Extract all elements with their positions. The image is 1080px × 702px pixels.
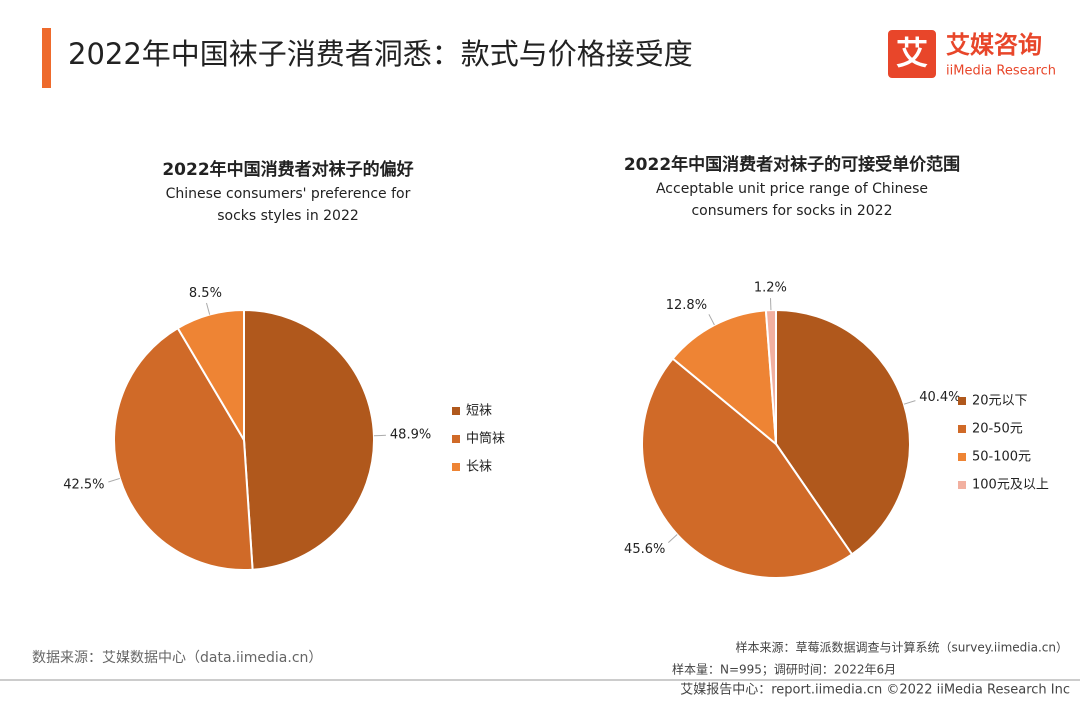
chart-subtitle: Acceptable unit price range of Chinese bbox=[656, 181, 928, 197]
legend-label: 20-50元 bbox=[972, 422, 1023, 437]
chart-subtitle: Chinese consumers' preference for bbox=[166, 186, 411, 202]
pie-slice bbox=[113, 326, 254, 571]
data-label: 1.2% bbox=[754, 281, 787, 296]
legend-swatch bbox=[452, 435, 460, 443]
pie-slice bbox=[775, 308, 911, 556]
data-label: 48.9% bbox=[390, 427, 431, 442]
copyright: 艾媒报告中心：report.iimedia.cn ©2022 iiMedia R… bbox=[680, 683, 1070, 698]
data-label: 45.6% bbox=[624, 542, 665, 557]
legend-label: 50-100元 bbox=[972, 450, 1031, 465]
chart-title: 2022年中国消费者对袜子的偏好 bbox=[162, 159, 413, 180]
leader-line bbox=[708, 314, 715, 326]
data-label: 40.4% bbox=[919, 390, 960, 405]
legend-swatch bbox=[452, 463, 460, 471]
page-title: 2022年中国袜子消费者洞悉：款式与价格接受度 bbox=[68, 37, 693, 71]
legend-label: 100元及以上 bbox=[972, 478, 1049, 493]
legend-label: 中筒袜 bbox=[466, 431, 505, 447]
title-bar bbox=[42, 28, 51, 88]
data-label: 42.5% bbox=[63, 477, 104, 492]
chart-subtitle: consumers for socks in 2022 bbox=[691, 203, 892, 219]
legend-label: 20元以下 bbox=[972, 394, 1028, 409]
sample-source: 样本来源：草莓派数据调查与计算系统（survey.iimedia.cn） bbox=[735, 640, 1068, 655]
leader-line bbox=[903, 400, 916, 405]
data-label: 12.8% bbox=[666, 298, 707, 313]
pie-slice bbox=[243, 308, 376, 571]
logo-cn: 艾媒咨询 bbox=[946, 31, 1042, 59]
leader-line bbox=[667, 534, 678, 543]
chart-subtitle: socks styles in 2022 bbox=[217, 208, 359, 224]
logo-icon: 艾 bbox=[896, 34, 928, 72]
legend-swatch bbox=[958, 453, 966, 461]
pie-slice bbox=[641, 357, 854, 579]
source: 数据来源：艾媒数据中心（data.iimedia.cn） bbox=[32, 650, 322, 666]
logo-mark bbox=[888, 30, 936, 78]
legend-swatch bbox=[958, 481, 966, 489]
logo-en: iiMedia Research bbox=[946, 64, 1056, 79]
legend-label: 长袜 bbox=[466, 460, 492, 475]
leader-line bbox=[108, 477, 120, 483]
legend-label: 短袜 bbox=[466, 404, 492, 419]
leader-line bbox=[206, 302, 211, 315]
pie-slice bbox=[764, 308, 777, 445]
sample-size: 样本量：N=995；调研时间：2022年6月 bbox=[672, 662, 896, 677]
data-label: 8.5% bbox=[189, 286, 222, 301]
pie-slice bbox=[176, 308, 245, 444]
chart-title: 2022年中国消费者对袜子的可接受单价范围 bbox=[624, 154, 960, 175]
legend-swatch bbox=[958, 425, 966, 433]
legend-swatch bbox=[958, 397, 966, 405]
legend-swatch bbox=[452, 407, 460, 415]
